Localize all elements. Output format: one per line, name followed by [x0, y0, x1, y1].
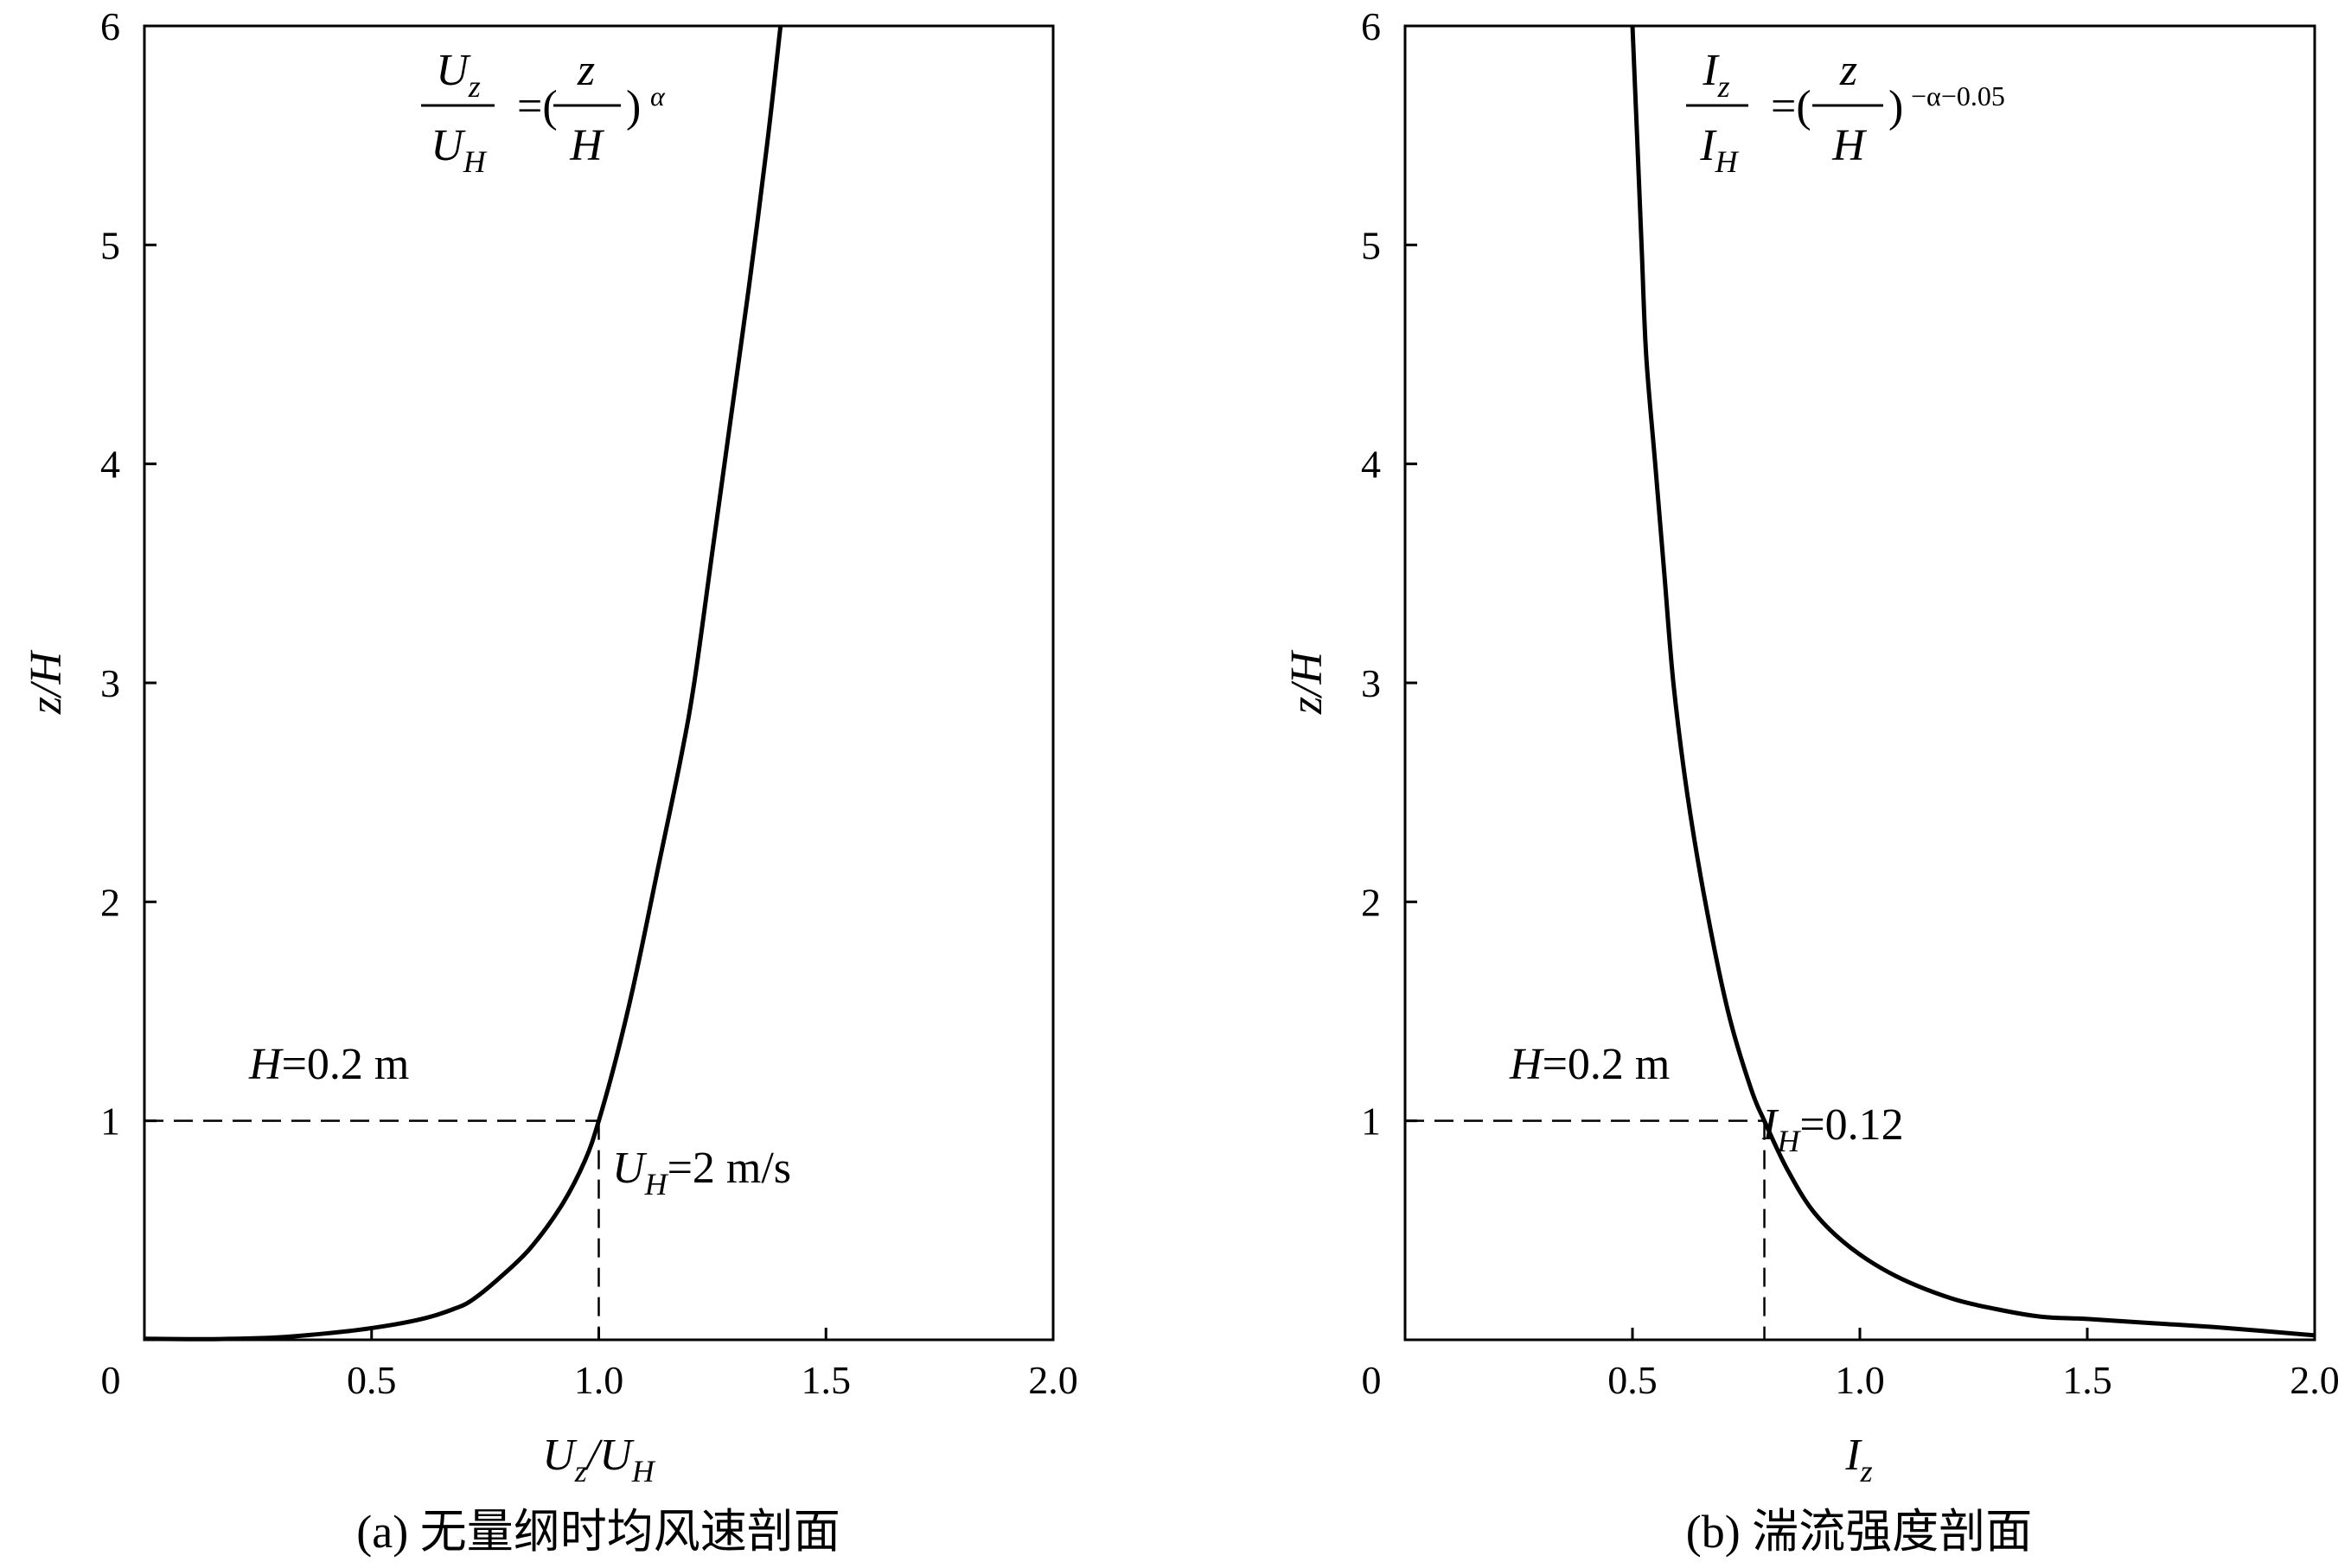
svg-text:): ): [626, 82, 641, 131]
panel-a-x-tick-label: 0.5: [347, 1358, 397, 1402]
panel-b-height-annotation: H=0.2 m: [1509, 1040, 1670, 1089]
panel-a-wind-speed-curve: [144, 25, 783, 1342]
panel-a-y-tick-label: 4: [100, 443, 120, 487]
panel-a-x-tick-label: 1.5: [802, 1358, 852, 1402]
panel-b-y-tick-label: 6: [1361, 4, 1381, 48]
panel-b-y-tick-label: 5: [1361, 223, 1381, 267]
svg-text:H: H: [1831, 121, 1867, 170]
panel-b-y-tick-label: 1: [1361, 1100, 1381, 1144]
panel-a-height-annotation: H=0.2 m: [248, 1040, 409, 1089]
panel-b-ih-annotation: IH=0.12: [1761, 1100, 1904, 1158]
panel-a-y-tick-label: 2: [100, 880, 120, 924]
panel-a-y-tick-label: 1: [100, 1100, 120, 1144]
panel-a-reference-lines: [144, 1119, 600, 1340]
panel-a-ticks: 0.5 1.0 1.5 2.0 1 2 3 4 5 6: [100, 4, 1078, 1402]
panel-b-equation: Iz IH =( z H ) −α−0.05: [1686, 46, 2005, 179]
panel-b-ticks: 0.5 1.0 1.5 2.0 1 2 3 4 5 6: [1361, 4, 2340, 1402]
panel-b-x-axis-label: Iz: [1844, 1431, 1872, 1488]
panel-a-plot-frame: [143, 24, 1055, 1342]
panel-b-x-tick-label: 1.5: [2062, 1358, 2112, 1402]
svg-text:): ): [1888, 82, 1903, 131]
svg-text:α: α: [650, 80, 666, 112]
svg-text:−α−0.05: −α−0.05: [1911, 80, 2005, 112]
panel-b-y-axis-label: z/H: [1282, 649, 1332, 715]
panel-a-chart: 0.5 1.0 1.5 2.0 1 2 3 4 5 6 0 z/H Uz/UH Uz UH =( …: [22, 4, 1078, 1558]
svg-text:IH: IH: [1699, 121, 1739, 179]
svg-text:z: z: [577, 46, 595, 95]
panel-a-y-tick-label: 5: [100, 223, 120, 267]
svg-text:z: z: [1839, 46, 1857, 95]
panel-b-y-tick-label: 4: [1361, 443, 1381, 487]
panel-a-caption: (a) 无量纲时均风速剖面: [356, 1506, 840, 1558]
panel-a-uh-annotation: UH=2 m/s: [612, 1144, 791, 1201]
panel-b-y-tick-label: 2: [1361, 880, 1381, 924]
panel-b-reference-lines: [1405, 1119, 1766, 1340]
svg-text:H: H: [569, 121, 604, 170]
panel-a-origin-label: 0: [101, 1358, 121, 1402]
panel-b-x-tick-label: 2.0: [2290, 1358, 2340, 1402]
panel-b-caption: (b) 湍流强度剖面: [1686, 1506, 2032, 1558]
panel-a-y-axis-label: z/H: [22, 649, 71, 715]
panel-a-y-tick-label: 6: [100, 4, 120, 48]
panel-a-y-tick-label: 3: [100, 661, 120, 705]
svg-text:=(: =(: [517, 82, 558, 131]
panel-a-x-tick-label: 1.0: [574, 1358, 624, 1402]
panel-b-y-tick-label: 3: [1361, 661, 1381, 705]
svg-text:Iz: Iz: [1702, 46, 1729, 104]
svg-text:=(: =(: [1771, 82, 1811, 131]
svg-text:Uz: Uz: [436, 46, 481, 104]
panel-b-turbulence-curve: [1630, 25, 2316, 1338]
panel-a-equation: Uz UH =( z H ) α: [421, 46, 666, 179]
panel-b-chart: 0.5 1.0 1.5 2.0 1 2 3 4 5 6 0 z/H Iz Iz IH =( z H…: [1282, 4, 2340, 1558]
svg-text:UH: UH: [431, 121, 488, 179]
panel-b-origin-label: 0: [1362, 1358, 1382, 1402]
panel-b-x-tick-label: 1.0: [1835, 1358, 1885, 1402]
panel-b-x-tick-label: 0.5: [1607, 1358, 1658, 1402]
panel-a-x-axis-label: Uz/UH: [542, 1431, 656, 1488]
panel-a-x-tick-label: 2.0: [1028, 1358, 1078, 1402]
